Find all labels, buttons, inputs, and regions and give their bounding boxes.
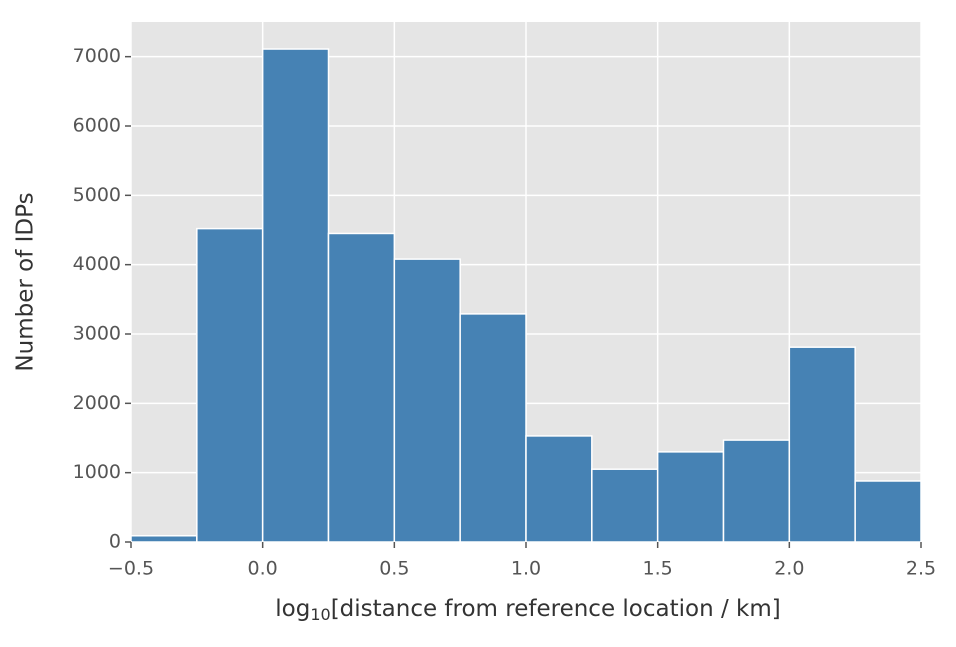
x-tick-label: 0.5 xyxy=(379,558,409,580)
x-tick-label: 0.0 xyxy=(248,558,278,580)
y-tick-label: 5000 xyxy=(73,184,121,206)
ticks: 0 1000 2000 3000 4000 5000 6000 7000 −0.5 0.0 0.5 1… xyxy=(73,45,936,579)
y-tick-label: 4000 xyxy=(73,253,121,275)
bar xyxy=(196,227,264,543)
x-axis-label: log10[distance from reference location /… xyxy=(275,596,780,624)
bar xyxy=(459,313,527,543)
bar xyxy=(393,258,461,543)
y-tick-label: 3000 xyxy=(73,323,121,345)
x-label-part: [distance from reference location / km] xyxy=(331,596,781,622)
bar xyxy=(656,451,725,543)
y-tick-label: 0 xyxy=(109,531,121,553)
x-label-subscript: 10 xyxy=(310,605,330,624)
y-tick-label: 7000 xyxy=(73,45,121,67)
x-tick-label: −0.5 xyxy=(108,558,154,580)
x-tick-label: 1.5 xyxy=(643,558,673,580)
bar xyxy=(591,468,659,543)
x-label-part: log xyxy=(275,596,310,622)
y-axis-label: Number of IDPs xyxy=(13,192,39,371)
x-tick-label: 2.0 xyxy=(774,558,804,580)
bar xyxy=(788,346,856,543)
bars xyxy=(130,48,922,543)
bar xyxy=(722,439,791,543)
bar xyxy=(261,48,330,543)
bar xyxy=(525,435,593,543)
bar xyxy=(130,535,198,543)
bar xyxy=(854,480,922,543)
y-tick-label: 2000 xyxy=(73,392,121,414)
x-tick-label: 1.0 xyxy=(511,558,541,580)
y-tick-label: 1000 xyxy=(73,461,121,483)
y-tick-label: 6000 xyxy=(73,115,121,137)
bar xyxy=(327,232,396,543)
x-tick-label: 2.5 xyxy=(906,558,936,580)
